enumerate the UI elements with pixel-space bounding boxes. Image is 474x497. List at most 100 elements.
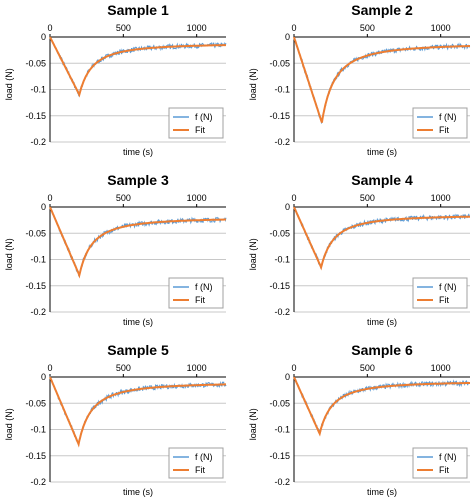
- x-tick-label: 0: [291, 193, 296, 203]
- x-axis-label: time (s): [367, 147, 397, 157]
- series-f-line: [293, 377, 470, 434]
- legend: f (N) Fit: [412, 107, 468, 139]
- y-tick-label: -0.05: [25, 58, 46, 68]
- x-axis-label: time (s): [123, 317, 153, 327]
- x-tick-label: 500: [360, 193, 375, 203]
- y-axis-label: load (N): [4, 68, 14, 100]
- legend-label-fit: Fit: [195, 295, 205, 305]
- chart-panel-1: Sample 1 0 -0.05 -0.1 -0.15 -0.2 0 500 1000 time …: [4, 2, 227, 157]
- y-tick-label: -0.2: [30, 307, 46, 317]
- y-tick-label: 0: [285, 202, 290, 212]
- y-tick-label: -0.05: [25, 398, 46, 408]
- x-tick-label: 0: [291, 363, 296, 373]
- x-axis-label: time (s): [123, 147, 153, 157]
- legend-box: [412, 277, 468, 309]
- y-tick-label: -0.1: [274, 85, 290, 95]
- panel-title: Sample 2: [351, 2, 413, 18]
- y-tick-label: -0.15: [269, 281, 290, 291]
- y-tick-label: -0.15: [25, 451, 46, 461]
- legend-box: [168, 447, 224, 479]
- chart-panel-3: Sample 3 0 -0.05 -0.1 -0.15 -0.2 0 500 1000 time …: [4, 172, 227, 327]
- x-tick-label: 0: [291, 23, 296, 33]
- panel-title: Sample 5: [107, 342, 169, 358]
- chart-panel-6: Sample 6 0 -0.05 -0.1 -0.15 -0.2 0 500 1000 time …: [248, 342, 470, 497]
- y-tick-label: 0: [41, 32, 46, 42]
- legend: f (N) Fit: [168, 107, 224, 139]
- series-fit-line: [49, 376, 226, 448]
- y-axis-label: load (N): [248, 408, 258, 440]
- y-tick-label: -0.05: [269, 398, 290, 408]
- y-tick-label: -0.15: [25, 111, 46, 121]
- y-axis-label: load (N): [4, 408, 14, 440]
- y-tick-label: -0.1: [274, 255, 290, 265]
- legend-label-fit: Fit: [439, 465, 449, 475]
- y-tick-label: -0.1: [30, 425, 46, 435]
- legend-label-f: f (N): [439, 452, 457, 462]
- legend: f (N) Fit: [168, 447, 224, 479]
- y-tick-label: -0.2: [30, 137, 46, 147]
- x-tick-label: 1000: [187, 193, 207, 203]
- x-tick-label: 500: [116, 23, 131, 33]
- y-tick-label: -0.15: [25, 281, 46, 291]
- y-axis-label: load (N): [248, 68, 258, 100]
- x-tick-label: 500: [360, 363, 375, 373]
- panel-title: Sample 1: [107, 2, 169, 18]
- legend-box: [412, 447, 468, 479]
- legend-label-f: f (N): [439, 112, 457, 122]
- legend-label-fit: Fit: [195, 465, 205, 475]
- legend-label-fit: Fit: [195, 125, 205, 135]
- y-tick-label: 0: [41, 372, 46, 382]
- legend: f (N) Fit: [168, 277, 224, 309]
- series-fit-line: [293, 376, 470, 437]
- panel-title: Sample 3: [107, 172, 169, 188]
- chart-panel-2: Sample 2 0 -0.05 -0.1 -0.15 -0.2 0 500 1000 time …: [248, 2, 471, 157]
- chart-panel-5: Sample 5 0 -0.05 -0.1 -0.15 -0.2 0 500 1000 time …: [4, 342, 227, 497]
- x-tick-label: 0: [47, 363, 52, 373]
- y-axis-label: load (N): [4, 238, 14, 270]
- y-tick-label: 0: [285, 372, 290, 382]
- x-tick-label: 500: [360, 23, 375, 33]
- chart-panel-4: Sample 4 0 -0.05 -0.1 -0.15 -0.2 0 500 1000 time …: [248, 172, 470, 327]
- legend-box: [168, 277, 224, 309]
- y-tick-label: -0.05: [269, 228, 290, 238]
- series-fit-line: [293, 206, 470, 271]
- y-tick-label: -0.1: [30, 255, 46, 265]
- y-tick-label: -0.2: [274, 307, 290, 317]
- y-tick-label: -0.05: [269, 58, 290, 68]
- y-tick-label: -0.1: [30, 85, 46, 95]
- legend-label-f: f (N): [439, 282, 457, 292]
- legend-label-fit: Fit: [439, 125, 449, 135]
- y-axis-label: load (N): [248, 238, 258, 270]
- x-axis-label: time (s): [367, 487, 397, 497]
- x-tick-label: 500: [116, 193, 131, 203]
- x-tick-label: 1000: [187, 23, 207, 33]
- x-tick-label: 1000: [431, 23, 451, 33]
- y-tick-label: 0: [41, 202, 46, 212]
- legend-label-f: f (N): [195, 282, 213, 292]
- panel-title: Sample 4: [351, 172, 413, 188]
- y-tick-label: 0: [285, 32, 290, 42]
- x-axis-label: time (s): [123, 487, 153, 497]
- legend-label-fit: Fit: [439, 295, 449, 305]
- x-axis-label: time (s): [367, 317, 397, 327]
- legend: f (N) Fit: [412, 447, 468, 479]
- series-fit-line: [49, 36, 226, 98]
- series-fit-line: [293, 36, 470, 123]
- legend-box: [168, 107, 224, 139]
- x-tick-label: 500: [116, 363, 131, 373]
- x-tick-label: 0: [47, 23, 52, 33]
- y-tick-label: -0.2: [30, 477, 46, 487]
- x-tick-label: 0: [47, 193, 52, 203]
- y-tick-label: -0.05: [25, 228, 46, 238]
- y-tick-label: -0.2: [274, 477, 290, 487]
- legend-label-f: f (N): [195, 452, 213, 462]
- x-tick-label: 1000: [431, 363, 451, 373]
- x-tick-label: 1000: [187, 363, 207, 373]
- legend: f (N) Fit: [412, 277, 468, 309]
- legend-label-f: f (N): [195, 112, 213, 122]
- panel-title: Sample 6: [351, 342, 413, 358]
- series-fit-line: [49, 206, 226, 279]
- y-tick-label: -0.1: [274, 425, 290, 435]
- series-f-line: [49, 376, 227, 446]
